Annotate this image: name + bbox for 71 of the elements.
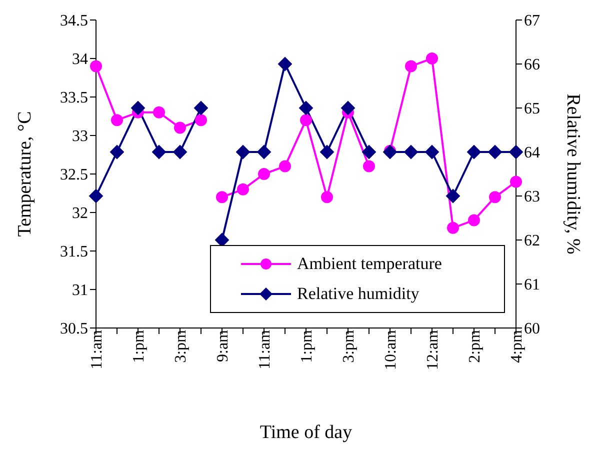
point (237, 183, 249, 196)
point (257, 145, 271, 159)
point (300, 114, 312, 126)
y-tick-label: 32.5 (60, 166, 88, 184)
y2-tick-label: 62 (524, 232, 540, 250)
point (278, 57, 292, 71)
y2-tick-label: 60 (524, 320, 540, 338)
point (467, 145, 481, 159)
point (425, 145, 439, 159)
point (258, 168, 270, 180)
point (194, 101, 208, 115)
point (279, 160, 291, 172)
y2-tick-label: 61 (524, 276, 540, 294)
point (299, 101, 313, 115)
point (90, 60, 102, 72)
y2-axis-title: Relative humidity, % (562, 94, 584, 255)
y-tick-label: 33 (72, 128, 88, 146)
point (111, 114, 123, 126)
point (153, 106, 165, 118)
y2-tick-label: 65 (524, 100, 540, 118)
x-tick-label: 9:am (214, 329, 232, 362)
legend-label: Relative humidity (297, 284, 420, 304)
x-tick-label: 3:pm (172, 329, 190, 363)
x-tick-label: 2:pm (466, 329, 484, 363)
x-tick-label: 3:pm (340, 329, 358, 363)
point (509, 145, 523, 159)
point (321, 191, 333, 204)
x-tick-label: 1:pm (298, 329, 316, 363)
y2-tick-label: 64 (524, 144, 540, 162)
point (489, 191, 501, 204)
y-tick-label: 32 (72, 205, 88, 222)
point (89, 189, 103, 203)
x-tick-label: 11:am (88, 329, 106, 370)
point (446, 189, 460, 203)
point (110, 145, 124, 159)
point (131, 101, 145, 115)
y2-tick-label: 63 (524, 188, 540, 206)
y-tick-label: 31.5 (60, 244, 88, 261)
point (173, 145, 187, 159)
y-tick-label: 34.5 (60, 12, 88, 30)
point (468, 214, 480, 226)
y-axis-title: Temperature, °C (14, 111, 36, 237)
point (152, 145, 166, 159)
point (362, 145, 376, 159)
x-tick-label: 1:pm (130, 329, 148, 363)
y-tick-label: 30.5 (60, 320, 88, 338)
x-tick-label: 4:pm (508, 329, 526, 363)
point (341, 101, 355, 115)
point (510, 176, 522, 188)
point (488, 145, 502, 159)
x-tick-label: 12:am (424, 329, 442, 370)
x-tick-label: 10:am (382, 329, 400, 370)
x-axis-title: Time of day (260, 422, 353, 443)
y-tick-label: 34 (72, 51, 88, 68)
point (174, 122, 186, 134)
point (236, 145, 250, 159)
point (404, 145, 418, 159)
x-tick-label: 11:am (256, 329, 274, 370)
point (426, 52, 438, 64)
point (447, 222, 459, 234)
point (215, 233, 229, 247)
point (405, 60, 417, 72)
point (216, 191, 228, 204)
point (363, 160, 375, 172)
y2-tick-label: 66 (524, 56, 540, 74)
y-tick-label: 31 (72, 282, 88, 300)
y2-tick-label: 67 (524, 12, 540, 30)
y-tick-label: 33.5 (60, 90, 88, 107)
point (195, 114, 207, 126)
legend-label: Ambient temperature (297, 254, 442, 274)
point (320, 145, 334, 159)
